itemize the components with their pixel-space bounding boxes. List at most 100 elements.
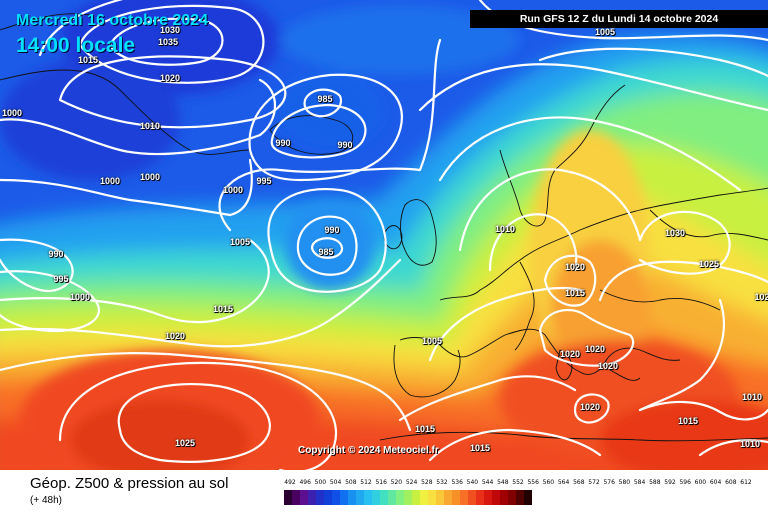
scale-swatch (412, 490, 420, 505)
scale-swatch (388, 490, 396, 505)
scale-swatch (316, 490, 324, 505)
scale-value: 604 (709, 479, 722, 486)
scale-swatch (380, 490, 388, 505)
scale-swatch (508, 490, 516, 505)
scale-swatch (396, 490, 404, 505)
isobar-label: 1015 (77, 55, 99, 65)
copyright-text: Copyright © 2024 Meteociel.fr (298, 445, 439, 456)
scale-value: 576 (603, 479, 615, 486)
scale-value: 564 (557, 479, 570, 486)
isobar-label: 1000 (222, 185, 244, 195)
scale-value: 540 (466, 479, 479, 486)
scale-value: 592 (664, 479, 676, 486)
product-title: Géop. Z500 & pression au sol (30, 475, 229, 492)
isobar-label: 1020 (584, 344, 606, 354)
isobar-label: 1015 (414, 424, 436, 434)
scale-value: 556 (527, 479, 539, 486)
isobar-label: 1015 (469, 443, 491, 453)
isobar-label: 1015 (212, 304, 234, 314)
isobar-label: 102 (754, 292, 768, 302)
isobar-label: 1025 (698, 259, 720, 269)
scale-value: 532 (436, 479, 448, 486)
scale-value: 524 (405, 479, 418, 486)
scale-value: 596 (679, 479, 691, 486)
isobar-label: 990 (275, 138, 291, 148)
isobar-label: 995 (256, 176, 272, 186)
isobar-label: 1010 (494, 224, 516, 234)
isobar-label: 995 (53, 274, 69, 284)
isobar-label: 990 (324, 225, 340, 235)
isobar-label: 1000 (139, 172, 161, 182)
isobar-label: 1010 (739, 439, 761, 449)
scale-value: 608 (725, 479, 737, 486)
forecast-date: Mercredi 16 octobre 2024 (16, 12, 209, 29)
isobar-label: 985 (318, 247, 334, 257)
scale-swatch (404, 490, 412, 505)
forecast-time: 14:00 locale (16, 34, 136, 57)
scale-swatch (484, 490, 492, 505)
isobar-label: 1020 (559, 349, 581, 359)
scale-swatch (420, 490, 428, 505)
scale-swatch (364, 490, 372, 505)
scale-value: 492 (284, 479, 296, 486)
scale-swatch (284, 490, 292, 505)
isobar-label: 1020 (579, 402, 601, 412)
scale-swatch (444, 490, 452, 505)
isobar-label: 1010 (139, 121, 161, 131)
scale-value: 496 (299, 479, 311, 486)
scale-value: 584 (633, 479, 646, 486)
scale-swatch (300, 490, 308, 505)
isobars (0, 0, 768, 470)
scale-value: 508 (345, 479, 357, 486)
isobar-label: 990 (48, 249, 64, 259)
scale-value: 552 (512, 479, 524, 486)
scale-swatch (372, 490, 380, 505)
isobar-label: 985 (317, 94, 333, 104)
isobar-label: 1015 (677, 416, 699, 426)
scale-swatch (524, 490, 532, 505)
isobar-label: 1035 (157, 37, 179, 47)
scale-value: 500 (314, 479, 327, 486)
scale-value: 580 (618, 479, 631, 486)
isobar-label: 1000 (99, 176, 121, 186)
isobar-label: 1005 (229, 237, 251, 247)
scale-value: 588 (649, 479, 661, 486)
weather-map: Mercredi 16 octobre 2024 14:00 locale Ru… (0, 0, 768, 470)
scale-value: 520 (390, 479, 403, 486)
scale-swatch (476, 490, 484, 505)
isobar-label: 1005 (594, 27, 616, 37)
legend-panel: Géop. Z500 & pression au sol (+ 48h) 492… (0, 470, 768, 512)
scale-swatch (340, 490, 348, 505)
isobar-label: 1030 (159, 25, 181, 35)
scale-value: 568 (573, 479, 585, 486)
isobar-label: 1005 (421, 336, 443, 346)
scale-swatch (348, 490, 356, 505)
isobar-label: 1015 (564, 288, 586, 298)
scale-swatch (492, 490, 500, 505)
scale-value: 548 (497, 479, 509, 486)
isobar-label: 990 (337, 140, 353, 150)
scale-swatch (460, 490, 468, 505)
scale-swatch (292, 490, 300, 505)
isobar-label: 1020 (597, 361, 619, 371)
color-scale-bar (284, 490, 532, 505)
scale-swatch (500, 490, 508, 505)
scale-value: 612 (740, 479, 752, 486)
isobar-label: 1020 (564, 262, 586, 272)
isobar-label: 1030 (664, 228, 686, 238)
scale-swatch (452, 490, 460, 505)
isobar-label: 1025 (174, 438, 196, 448)
isobar-label: 1000 (69, 292, 91, 302)
scale-swatch (308, 490, 316, 505)
scale-swatch (356, 490, 364, 505)
isobar-label: 1020 (159, 73, 181, 83)
scale-value: 512 (360, 479, 372, 486)
scale-value: 516 (375, 479, 387, 486)
scale-swatch (436, 490, 444, 505)
scale-value: 528 (421, 479, 433, 486)
scale-swatch (468, 490, 476, 505)
scale-swatch (428, 490, 436, 505)
scale-swatch (332, 490, 340, 505)
scale-swatch (324, 490, 332, 505)
scale-value: 504 (329, 479, 342, 486)
